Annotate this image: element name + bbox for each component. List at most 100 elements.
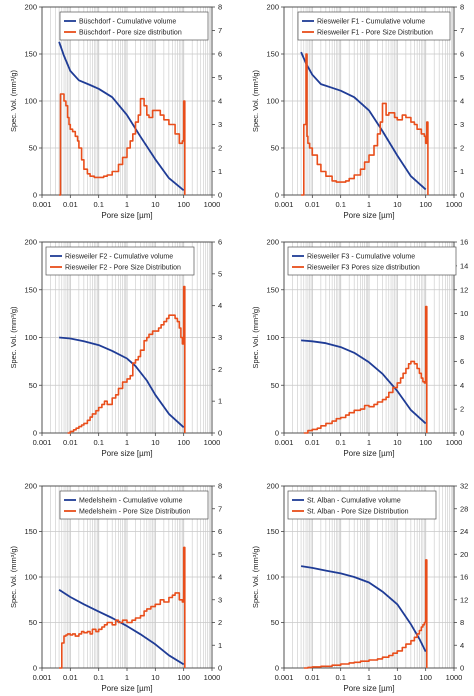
x-tick-label: 0.001 <box>33 438 52 447</box>
y-tick-label: 50 <box>29 618 37 627</box>
legend-box <box>59 11 209 41</box>
x-axis-title: Pore size [µm] <box>343 211 394 220</box>
x-tick-label: 1000 <box>204 438 221 447</box>
pore-size-distribution-line <box>59 546 186 669</box>
y2-tick-label: 4 <box>460 97 464 106</box>
y2-tick-label: 7 <box>460 26 464 35</box>
y2-tick-label: 12 <box>460 595 468 604</box>
y-tick-label: 150 <box>266 527 279 536</box>
y-tick-label: 150 <box>24 285 37 294</box>
chart-panel-3: 0 50 100 150 200 0 1 2 3 4 5 6 0.001 0.01 0.1 1 10 100 100… <box>9 238 222 459</box>
pore-size-distribution-line <box>59 93 186 196</box>
y2-tick-label: 2 <box>218 365 222 374</box>
x-tick-label: 0.1 <box>93 673 103 682</box>
x-tick-label: 100 <box>177 200 190 209</box>
y2-tick-label: 14 <box>460 261 468 270</box>
x-tick-label: 0.01 <box>63 438 78 447</box>
y-tick-label: 100 <box>266 97 279 106</box>
y2-tick-label: 4 <box>460 641 464 650</box>
y2-tick-label: 8 <box>218 482 222 491</box>
x-axis-title: Pore size [µm] <box>101 684 152 693</box>
y-tick-label: 150 <box>24 50 37 59</box>
x-tick-label: 1 <box>367 438 371 447</box>
y2-tick-label: 3 <box>218 120 222 129</box>
y-tick-label: 150 <box>24 527 37 536</box>
y-tick-label: 150 <box>266 285 279 294</box>
legend-box <box>59 490 209 520</box>
x-tick-label: 0.001 <box>275 200 294 209</box>
x-tick-label: 0.01 <box>305 673 320 682</box>
y2-tick-label: 8 <box>460 333 464 342</box>
x-tick-label: 0.001 <box>33 673 52 682</box>
x-tick-label: 1000 <box>446 438 463 447</box>
pore-size-distribution-line <box>301 53 429 196</box>
y-axis-title: Spec. Vol. (mm³/g) <box>9 69 18 132</box>
y2-tick-label: 8 <box>460 3 464 12</box>
y2-tick-label: 2 <box>218 618 222 627</box>
legend-box <box>297 11 451 41</box>
x-tick-label: 0.001 <box>275 438 294 447</box>
y-tick-label: 0 <box>33 191 37 200</box>
legend-box <box>287 246 457 276</box>
x-tick-label: 1 <box>125 673 129 682</box>
chart-panel-6: 0 50 100 150 200 0 4 8 12 16 20 24 28 32 0.001 0.01 0.1 1… <box>251 482 468 694</box>
x-tick-label: 0.1 <box>93 438 103 447</box>
x-axis-title: Pore size [µm] <box>343 449 394 458</box>
x-tick-label: 100 <box>419 438 432 447</box>
legend-entry: Riesweiler F2 - Pore Size Distribution <box>65 265 181 272</box>
y-axis-title: Spec. Vol. (mm³/g) <box>251 306 260 369</box>
y2-tick-label: 4 <box>460 381 464 390</box>
y2-tick-label: 1 <box>218 641 222 650</box>
x-tick-label: 10 <box>151 673 159 682</box>
y2-tick-label: 6 <box>460 50 464 59</box>
x-tick-label: 1000 <box>204 200 221 209</box>
y-tick-label: 50 <box>271 144 279 153</box>
y-tick-label: 0 <box>275 429 279 438</box>
y-axis-title: Spec. Vol. (mm³/g) <box>9 545 18 608</box>
x-tick-label: 0.001 <box>33 200 52 209</box>
x-axis-title: Pore size [µm] <box>101 211 152 220</box>
y2-tick-label: 20 <box>460 550 468 559</box>
y2-tick-label: 6 <box>460 357 464 366</box>
y2-tick-label: 5 <box>218 550 222 559</box>
x-tick-label: 0.01 <box>63 200 78 209</box>
y2-tick-label: 3 <box>218 595 222 604</box>
y-tick-label: 100 <box>24 333 37 342</box>
y2-tick-label: 2 <box>460 405 464 414</box>
legend-entry: Medelsheim - Cumulative volume <box>79 498 183 505</box>
y-tick-label: 200 <box>24 482 37 491</box>
y2-tick-label: 2 <box>218 144 222 153</box>
x-tick-label: 10 <box>151 438 159 447</box>
y2-tick-label: 8 <box>218 3 222 12</box>
y-tick-label: 0 <box>275 191 279 200</box>
y-tick-label: 0 <box>275 664 279 673</box>
legend-entry: St. Alban - Cumulative volume <box>307 498 401 505</box>
y-tick-label: 200 <box>24 3 37 12</box>
y2-tick-label: 7 <box>218 26 222 35</box>
y2-tick-label: 3 <box>460 120 464 129</box>
y2-tick-label: 5 <box>218 269 222 278</box>
y-tick-label: 100 <box>266 573 279 582</box>
y2-tick-label: 0 <box>460 191 464 200</box>
cumulative-volume-line <box>58 41 185 191</box>
y2-tick-label: 6 <box>218 50 222 59</box>
y2-tick-label: 0 <box>460 664 464 673</box>
y2-tick-label: 32 <box>460 482 468 491</box>
cumulative-volume-line <box>58 588 185 666</box>
x-tick-label: 100 <box>419 200 432 209</box>
x-tick-label: 100 <box>177 438 190 447</box>
cumulative-volume-line <box>59 336 185 428</box>
y-tick-label: 50 <box>29 144 37 153</box>
y-tick-label: 100 <box>24 97 37 106</box>
x-axis-title: Pore size [µm] <box>343 684 394 693</box>
legend-entry: Büschdorf - Cumulative volume <box>79 19 176 26</box>
chart-panel-4: 0 50 100 150 200 0 2 4 6 8 10 12 14 16 0.001 0.01 0.1 1 10… <box>251 238 468 459</box>
x-tick-label: 10 <box>151 200 159 209</box>
y-axis-title: Spec. Vol. (mm³/g) <box>251 69 260 132</box>
y2-tick-label: 16 <box>460 573 468 582</box>
y-tick-label: 200 <box>266 238 279 247</box>
y2-tick-label: 0 <box>218 664 222 673</box>
x-tick-label: 0.01 <box>305 438 320 447</box>
y2-tick-label: 1 <box>218 167 222 176</box>
